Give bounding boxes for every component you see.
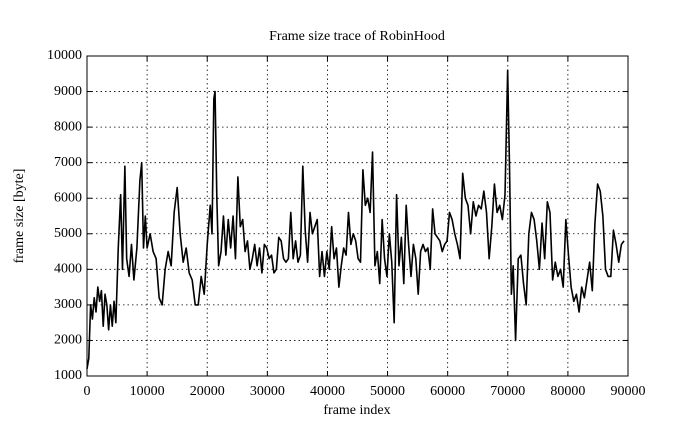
x-tick-label: 0 [84, 384, 91, 399]
y-tick-label: 5000 [54, 226, 82, 241]
y-tick-label: 2000 [54, 333, 82, 348]
y-tick-label: 4000 [54, 262, 82, 277]
x-tick-label: 10000 [130, 384, 165, 399]
x-axis-label: frame index [323, 403, 390, 418]
x-tick-label: 40000 [310, 384, 345, 399]
y-axis-label: frame size [byte] [12, 169, 27, 264]
x-tick-label: 60000 [430, 384, 465, 399]
data-line [86, 69, 625, 370]
y-tick-label: 1000 [54, 368, 82, 383]
x-tick-label: 90000 [611, 384, 646, 399]
x-tick-label: 50000 [370, 384, 405, 399]
x-tick-label: 20000 [190, 384, 225, 399]
y-tick-label: 9000 [54, 84, 82, 99]
x-tick-label: 30000 [250, 384, 285, 399]
y-tick-label: 7000 [54, 155, 82, 170]
x-tick-label: 80000 [550, 384, 585, 399]
x-tick-label: 70000 [490, 384, 525, 399]
chart-title: Frame size trace of RobinHood [269, 29, 445, 44]
y-tick-label: 10000 [47, 48, 82, 63]
plot-frame [86, 55, 629, 377]
y-tick-label: 6000 [54, 190, 82, 205]
y-tick-label: 3000 [54, 297, 82, 312]
y-tick-label: 8000 [54, 119, 82, 134]
